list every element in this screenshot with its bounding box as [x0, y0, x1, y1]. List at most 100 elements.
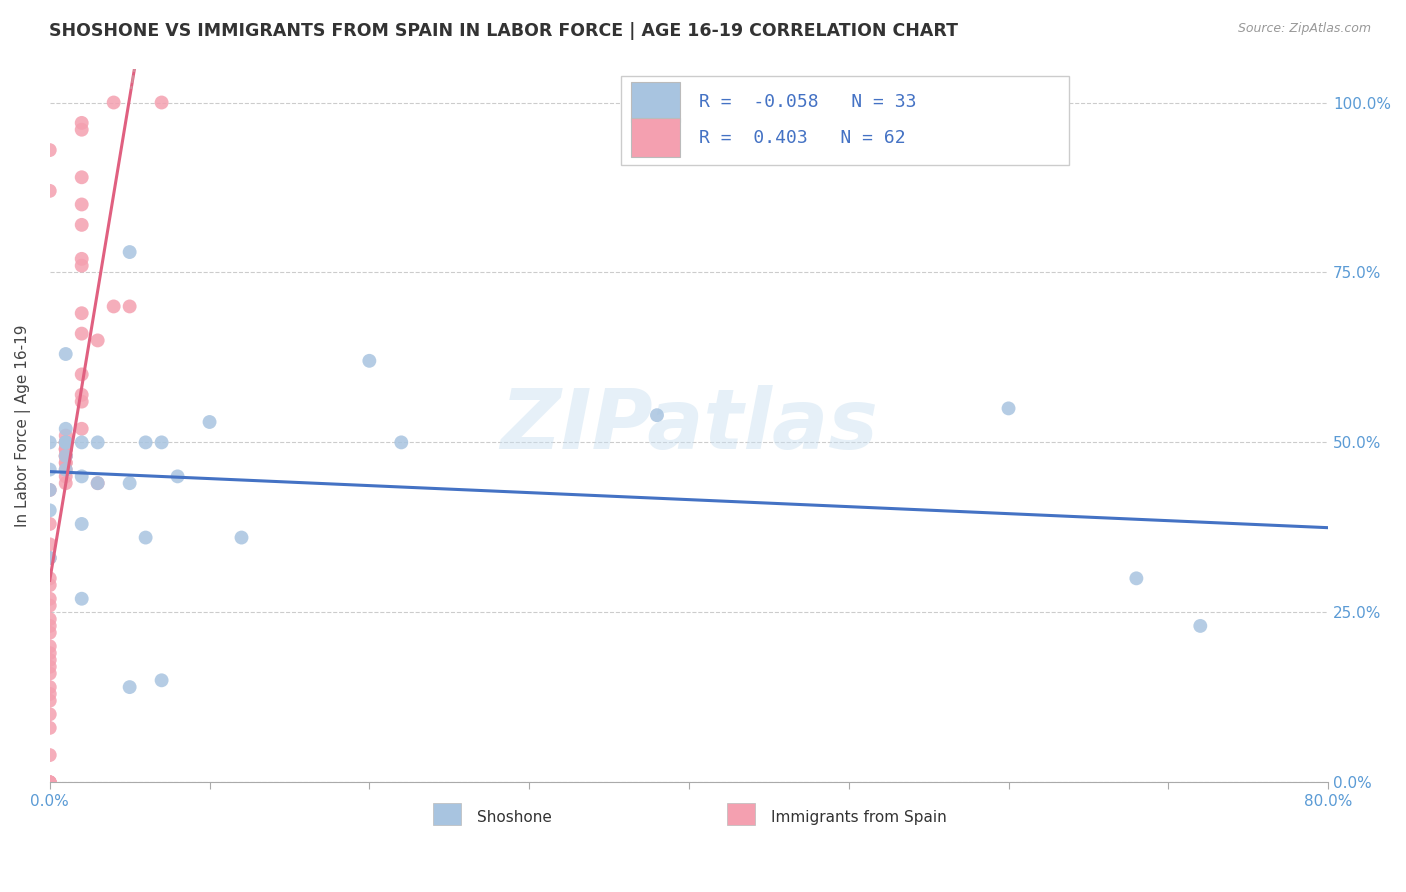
Point — [55, 442, 77, 457]
Point — [70, 591, 93, 606]
Point — [38, 659, 60, 673]
Point — [86, 476, 108, 491]
Point — [166, 469, 188, 483]
Point — [70, 469, 93, 483]
Text: R =  0.403   N = 62: R = 0.403 N = 62 — [699, 128, 905, 147]
Point — [38, 775, 60, 789]
Point — [38, 578, 60, 592]
Point — [38, 599, 60, 613]
Point — [150, 435, 173, 450]
Point — [55, 462, 77, 476]
Point — [38, 775, 60, 789]
Point — [150, 95, 173, 110]
Point — [38, 640, 60, 654]
Point — [38, 503, 60, 517]
Point — [55, 456, 77, 470]
Point — [70, 516, 93, 531]
Point — [70, 326, 93, 341]
Point — [70, 252, 93, 266]
Point — [38, 184, 60, 198]
Point — [38, 551, 60, 566]
Bar — [631, 118, 681, 157]
Point — [103, 300, 125, 314]
Point — [150, 673, 173, 688]
Point — [38, 483, 60, 497]
Point — [55, 442, 77, 457]
Point — [198, 415, 221, 429]
Point — [70, 394, 93, 409]
Point — [55, 469, 77, 483]
Point — [38, 748, 60, 763]
Point — [118, 476, 141, 491]
Bar — [631, 82, 681, 121]
Point — [55, 435, 77, 450]
Text: Immigrants from Spain: Immigrants from Spain — [770, 810, 946, 825]
Text: Shoshone: Shoshone — [477, 810, 551, 825]
Point — [55, 449, 77, 463]
Point — [55, 449, 77, 463]
Point — [38, 483, 60, 497]
Point — [38, 687, 60, 701]
Y-axis label: In Labor Force | Age 16-19: In Labor Force | Age 16-19 — [15, 324, 31, 526]
Bar — [727, 803, 755, 825]
Point — [70, 170, 93, 185]
Point — [55, 442, 77, 457]
Text: ZIPatlas: ZIPatlas — [501, 384, 877, 466]
Point — [55, 456, 77, 470]
Point — [645, 408, 668, 422]
Point — [55, 435, 77, 450]
Point — [55, 476, 77, 491]
Point — [135, 531, 157, 545]
Text: SHOSHONE VS IMMIGRANTS FROM SPAIN IN LABOR FORCE | AGE 16-19 CORRELATION CHART: SHOSHONE VS IMMIGRANTS FROM SPAIN IN LAB… — [49, 22, 959, 40]
Text: Source: ZipAtlas.com: Source: ZipAtlas.com — [1237, 22, 1371, 36]
Point — [38, 775, 60, 789]
Point — [86, 334, 108, 348]
Point — [38, 435, 60, 450]
Point — [38, 646, 60, 660]
Point — [997, 401, 1019, 416]
Bar — [433, 803, 461, 825]
Point — [38, 666, 60, 681]
Point — [38, 619, 60, 633]
Point — [38, 653, 60, 667]
Point — [231, 531, 253, 545]
Point — [70, 435, 93, 450]
Point — [55, 428, 77, 442]
Point — [38, 571, 60, 585]
Point — [118, 680, 141, 694]
Text: R =  -0.058   N = 33: R = -0.058 N = 33 — [699, 93, 917, 112]
Point — [38, 462, 60, 476]
Point — [38, 551, 60, 566]
Point — [118, 245, 141, 260]
Point — [55, 422, 77, 436]
Point — [1189, 619, 1212, 633]
Point — [70, 368, 93, 382]
Point — [118, 300, 141, 314]
Point — [38, 625, 60, 640]
Point — [55, 449, 77, 463]
Point — [38, 707, 60, 722]
Point — [55, 435, 77, 450]
Point — [70, 218, 93, 232]
Point — [70, 116, 93, 130]
Point — [38, 775, 60, 789]
Point — [38, 612, 60, 626]
Point — [70, 388, 93, 402]
Point — [38, 680, 60, 694]
Point — [359, 354, 381, 368]
Point — [38, 537, 60, 551]
Point — [38, 694, 60, 708]
Point — [70, 259, 93, 273]
Point — [135, 435, 157, 450]
Point — [38, 721, 60, 735]
Point — [55, 435, 77, 450]
Point — [70, 306, 93, 320]
Point — [55, 347, 77, 361]
Point — [103, 95, 125, 110]
Point — [55, 435, 77, 450]
Point — [55, 462, 77, 476]
Point — [55, 449, 77, 463]
Point — [70, 422, 93, 436]
Point — [70, 197, 93, 211]
FancyBboxPatch shape — [621, 76, 1069, 165]
